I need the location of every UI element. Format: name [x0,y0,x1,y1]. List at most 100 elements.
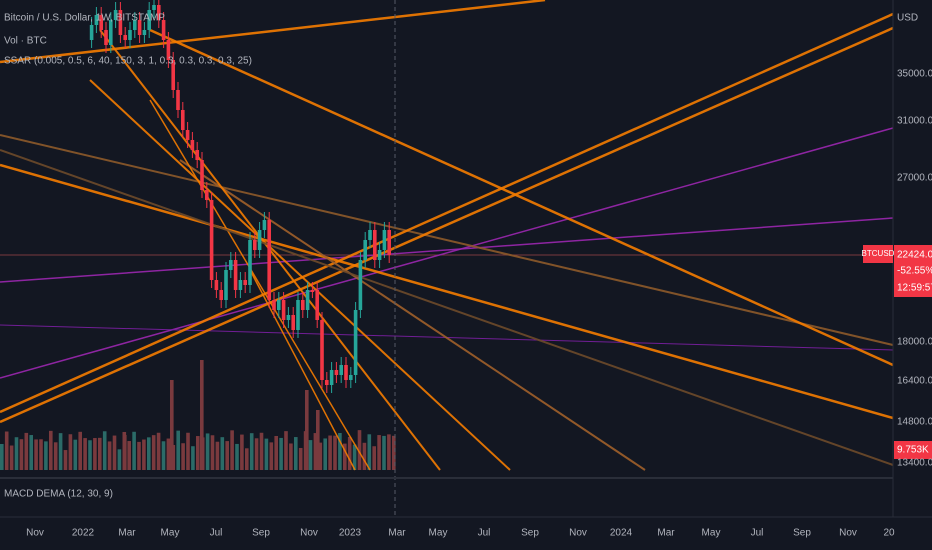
candle-body [286,315,291,320]
time-axis-label: Mar [118,528,136,539]
volume-bar [93,438,97,470]
candle-body [147,10,151,30]
candle-body [233,260,238,290]
candle-body [137,20,142,35]
volume-bar [323,438,327,470]
volume-bar [298,447,303,470]
volume-bar [347,436,352,470]
candle-body [128,30,132,40]
candle-body [262,220,267,230]
trend-line [0,149,894,466]
volume-bar [274,435,278,470]
volume-bar [284,431,288,470]
trend-line [0,134,894,346]
volume-bar [387,434,391,470]
volume-bar [382,435,386,470]
legend-symbol: Bitcoin / U.S. Dollar, 1W, BITSTAMP [4,13,165,24]
price-tag-price: 22424.00 [897,250,932,261]
candle-body [363,240,367,260]
candle-body [344,365,348,380]
trend-line [0,26,894,424]
candle-body [320,320,324,380]
time-axis-label: Mar [388,528,406,539]
candle-body [157,5,161,20]
volume-bar [215,441,220,470]
symbol-tag-text: BTCUSD [862,249,895,258]
price-axis-label: 13400.00 [897,458,932,469]
volume-bar [328,435,332,470]
candle-body [229,260,233,270]
candle-body [118,10,123,35]
candle-body [219,290,223,300]
candle-body [113,10,118,20]
candle-body [248,240,252,285]
price-axis-label: 31000.00 [897,116,932,127]
volume-bar [4,431,9,470]
volume-bar [83,438,87,470]
volume-bar [289,443,293,470]
candle-body [94,15,99,25]
volume-bar [259,432,264,470]
candle-body [171,60,175,90]
volume-bar [264,438,269,470]
candle-body [89,25,94,40]
volume-bar [166,438,171,470]
volume-bar [39,439,43,470]
candle-body [104,30,108,45]
candle-body [224,270,228,300]
volume-bar [343,443,347,470]
candle-body [325,380,329,385]
volume-bar [313,433,318,470]
time-axis-label: Jul [210,528,223,539]
candle-body [190,140,195,150]
volume-bar [132,431,136,470]
price-tag [894,245,932,297]
volume-bar [107,441,112,470]
volume-bar [156,432,161,470]
volume-bar [249,433,254,470]
price-axis-label: 14800.00 [897,417,932,428]
volume-bar [186,432,190,470]
candle-body [387,230,391,255]
candle-body [382,230,387,250]
volume-bar [88,440,92,470]
volume-bar [316,410,320,470]
time-axis-label: Jul [478,528,491,539]
candle-body [334,370,339,375]
volume-bar [53,442,58,470]
volume-bar [230,430,234,470]
volume-bar [127,441,131,470]
candle-body [305,290,310,310]
volume-bar [372,446,376,470]
volume-bar [24,432,29,470]
candle-body [310,290,315,292]
volume-bar [117,449,122,470]
currency-label: USD [897,13,918,24]
trend-line [0,163,894,420]
symbol-tag [863,245,893,263]
time-axis-label: 2023 [339,528,362,539]
candle-body [99,15,103,30]
volume-tag-text: 9.753K [897,445,929,456]
volume-bar [377,435,381,470]
volume-bar [78,431,82,470]
volume-bar [210,435,215,470]
volume-bar [170,380,174,470]
volume-bar [123,435,127,470]
price-axis-label: 18000.00 [897,337,932,348]
volume-bar [305,390,309,470]
candle-body [109,20,113,45]
trend-line [249,269,356,471]
volume-bar [269,442,274,470]
time-axis-label: 20 [883,528,895,539]
time-axis-label: Mar [657,528,675,539]
legend-volume: Vol · BTC [4,36,47,47]
trend-line [0,0,546,64]
candle-body [195,150,199,160]
volume-bar [245,448,249,470]
volume-bar [19,439,24,470]
volume-bar [367,434,372,470]
volume-bar [392,435,396,470]
volume-bar [333,435,337,470]
